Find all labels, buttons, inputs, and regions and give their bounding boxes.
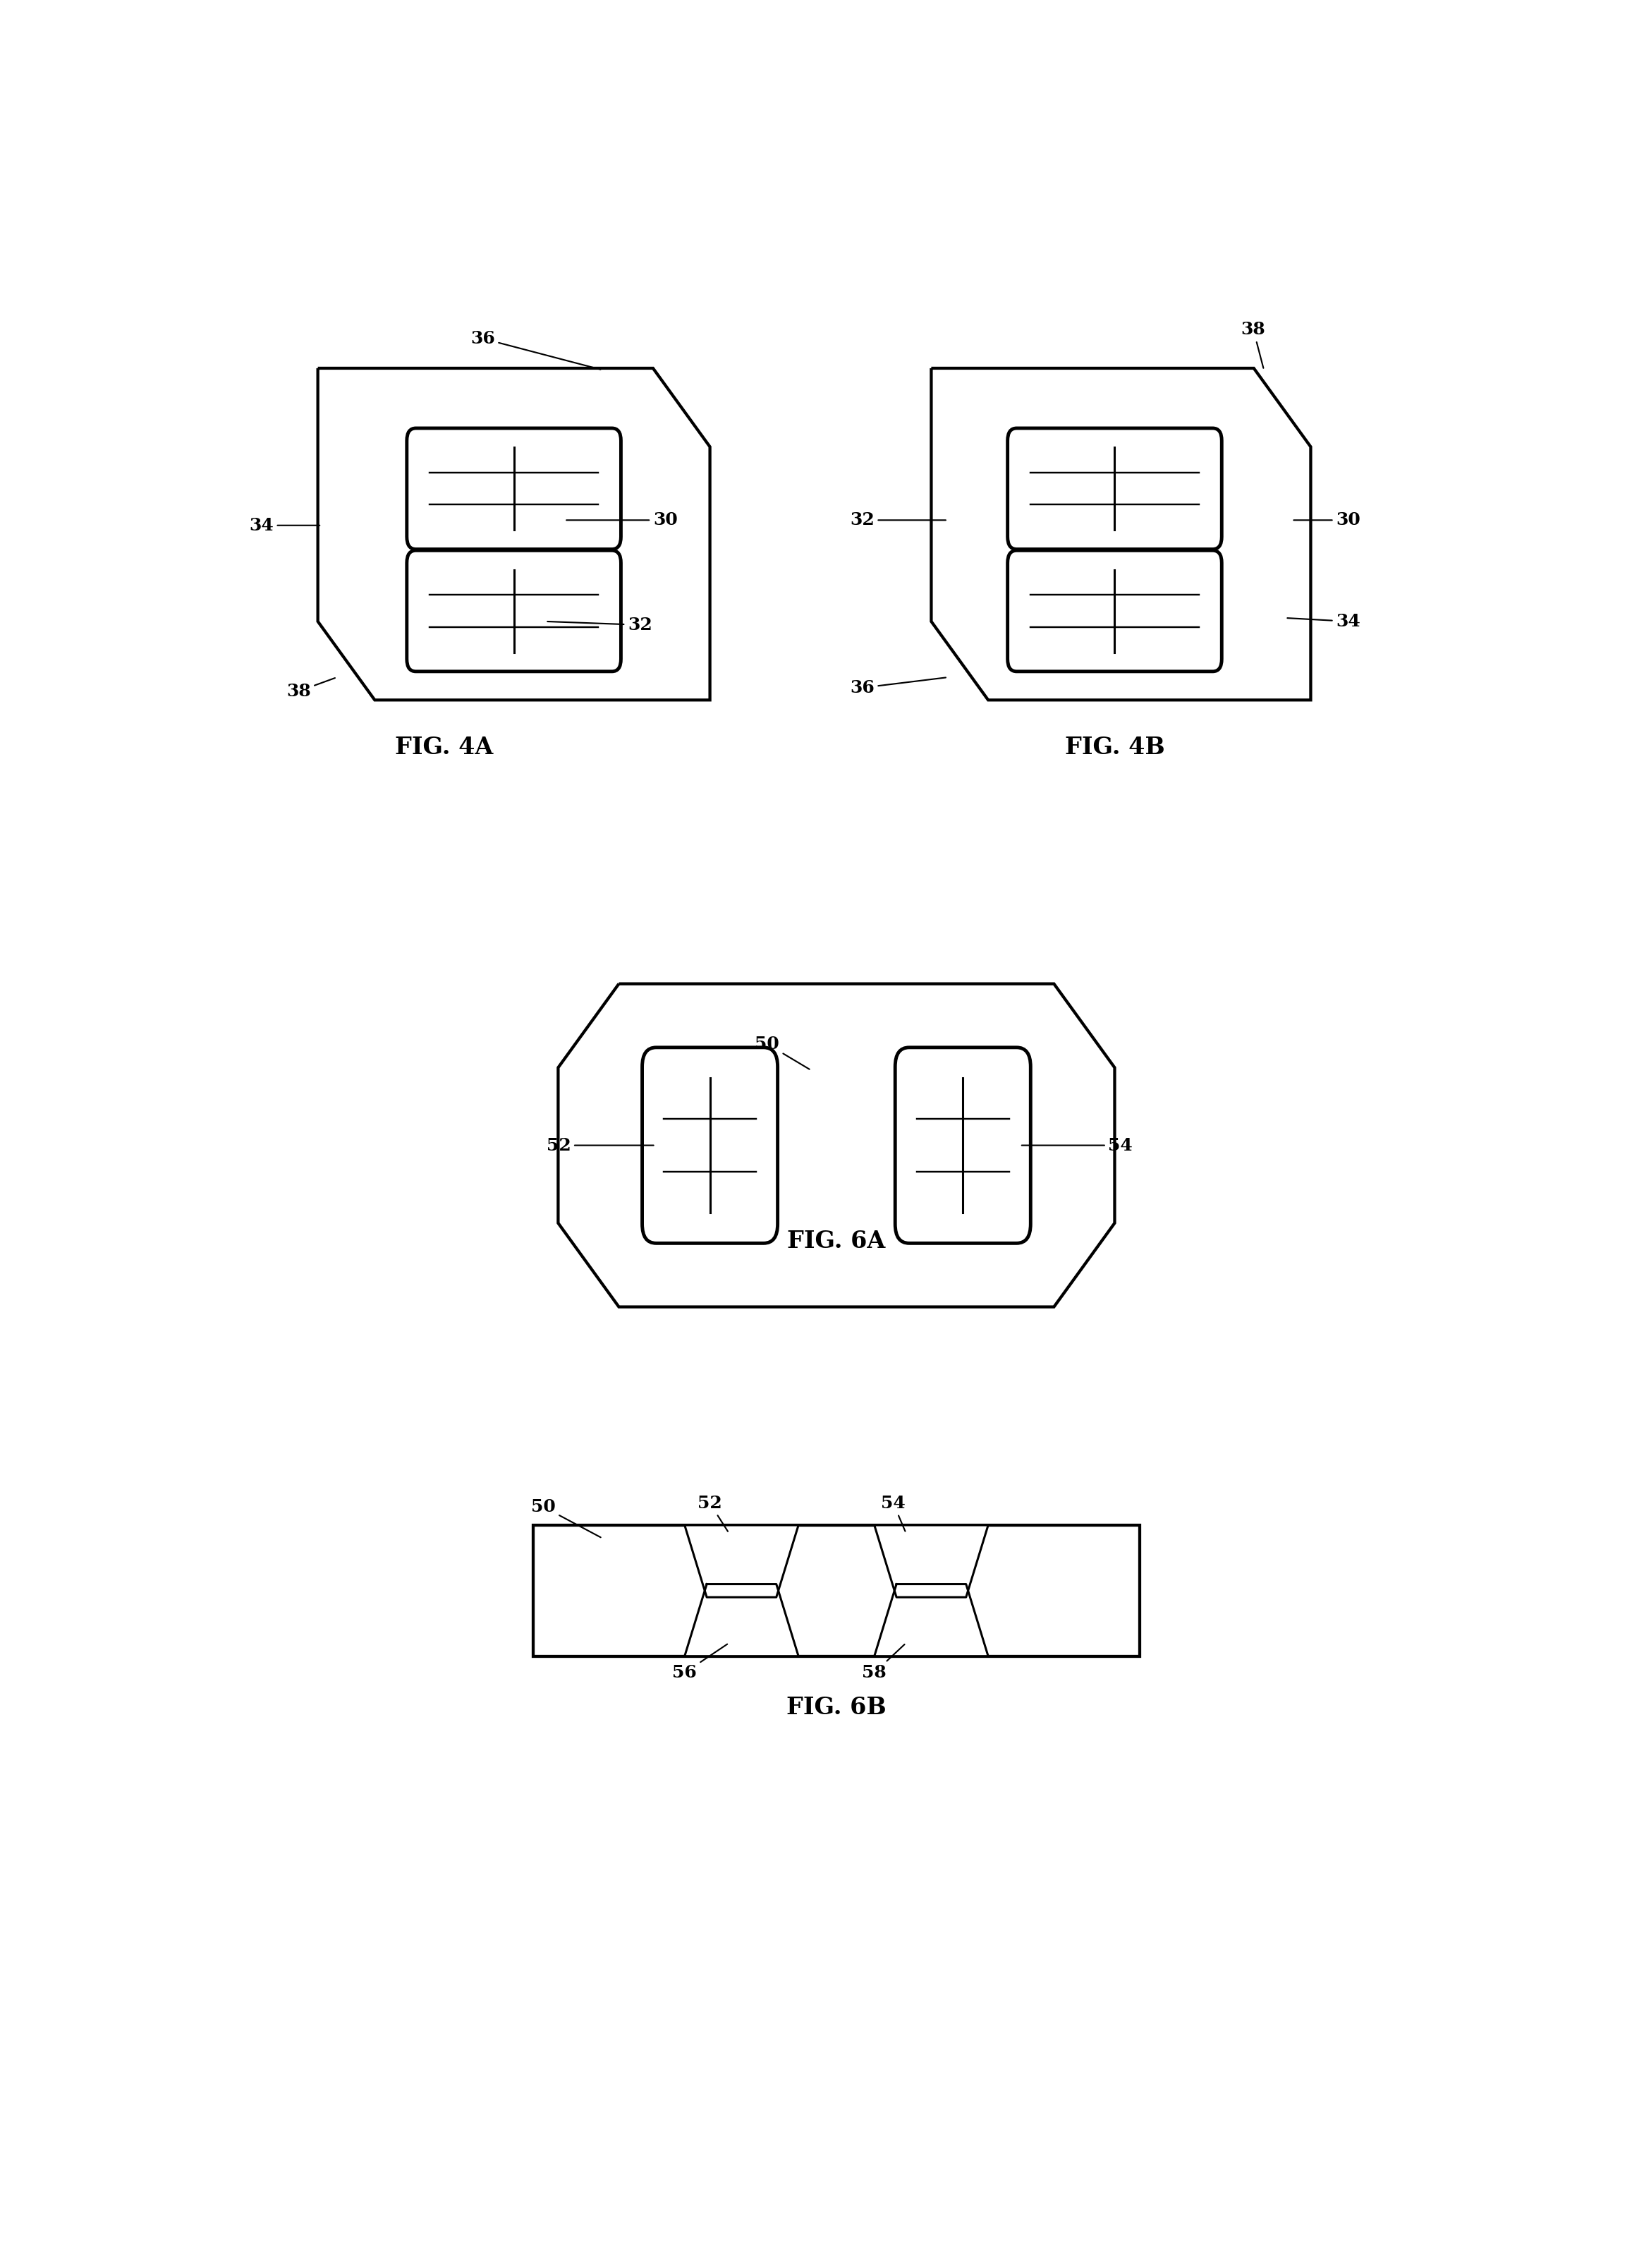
Text: 52: 52 [547,1136,653,1154]
FancyBboxPatch shape [894,1048,1031,1243]
Polygon shape [932,367,1310,701]
FancyBboxPatch shape [1007,551,1222,671]
Polygon shape [685,1524,798,1597]
Text: 38: 38 [1240,322,1266,367]
Polygon shape [875,1524,989,1597]
Text: 50: 50 [530,1499,601,1538]
Text: 52: 52 [697,1495,728,1531]
Text: FIG. 6A: FIG. 6A [787,1229,886,1252]
Text: 30: 30 [566,513,677,528]
Text: 58: 58 [862,1644,904,1681]
FancyBboxPatch shape [406,429,620,549]
Text: 38: 38 [286,678,335,701]
Text: 32: 32 [547,617,653,633]
Text: FIG. 4B: FIG. 4B [1064,735,1165,760]
Text: FIG. 4A: FIG. 4A [395,735,493,760]
Text: 36: 36 [470,331,601,370]
Text: FIG. 6B: FIG. 6B [787,1696,886,1719]
Text: 56: 56 [672,1644,728,1681]
Text: 36: 36 [850,678,947,696]
Text: 34: 34 [1288,612,1361,631]
FancyBboxPatch shape [532,1524,1139,1656]
Text: 32: 32 [850,513,945,528]
Text: 54: 54 [1022,1136,1133,1154]
Text: 50: 50 [756,1036,809,1068]
Polygon shape [875,1583,989,1656]
Text: 54: 54 [881,1495,906,1531]
FancyBboxPatch shape [406,551,620,671]
Text: 30: 30 [1294,513,1361,528]
Polygon shape [318,367,710,701]
FancyBboxPatch shape [641,1048,778,1243]
Polygon shape [558,984,1115,1306]
FancyBboxPatch shape [1007,429,1222,549]
Polygon shape [685,1583,798,1656]
Text: 34: 34 [250,517,320,533]
